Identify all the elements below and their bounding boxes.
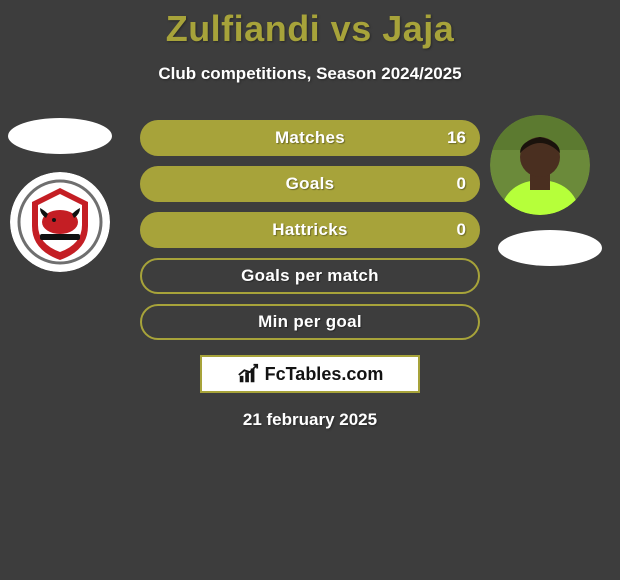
stat-bar-label: Matches bbox=[275, 128, 345, 148]
stat-bar-label: Hattricks bbox=[272, 220, 347, 240]
page-title: Zulfiandi vs Jaja bbox=[0, 8, 620, 50]
stat-bar-value: 16 bbox=[447, 128, 466, 148]
stat-bar: Hattricks 0 bbox=[140, 212, 480, 248]
stat-bar: Min per goal bbox=[140, 304, 480, 340]
stat-bar: Goals 0 bbox=[140, 166, 480, 202]
avatar-icon bbox=[490, 115, 590, 215]
brand-box: FcTables.com bbox=[200, 355, 420, 393]
player2-placeholder-ellipse bbox=[498, 230, 602, 266]
brand-label: FcTables.com bbox=[265, 364, 384, 385]
subtitle: Club competitions, Season 2024/2025 bbox=[0, 64, 620, 84]
player1-placeholder-ellipse bbox=[8, 118, 112, 154]
brand-chart-icon bbox=[237, 363, 259, 385]
stat-bar: Matches 16 bbox=[140, 120, 480, 156]
club-crest-icon bbox=[10, 172, 110, 272]
stat-bar-label: Goals per match bbox=[241, 266, 379, 286]
player1-club-crest bbox=[10, 172, 110, 272]
stat-bar-value: 0 bbox=[457, 174, 466, 194]
stat-bar-value: 0 bbox=[457, 220, 466, 240]
stat-bar-label: Min per goal bbox=[258, 312, 362, 332]
stat-bars: Matches 16 Goals 0 Hattricks 0 Goals per match… bbox=[140, 120, 480, 340]
player2-avatar bbox=[490, 115, 590, 215]
infographic-canvas: Zulfiandi vs Jaja Club competitions, Sea… bbox=[0, 0, 620, 580]
date-label: 21 february 2025 bbox=[0, 410, 620, 430]
stat-bar: Goals per match bbox=[140, 258, 480, 294]
stat-bar-label: Goals bbox=[286, 174, 335, 194]
